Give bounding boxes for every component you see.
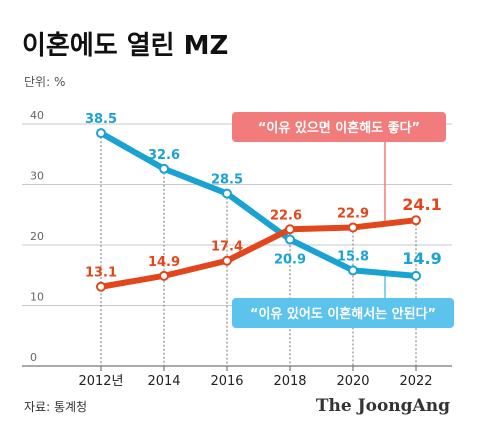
callout-red-label: “이유 있으면 이혼해도 좋다” xyxy=(258,120,420,136)
source-label: 자료: 통계청 xyxy=(24,400,87,414)
y-tick-label: 0 xyxy=(30,351,37,364)
series-line xyxy=(98,130,419,279)
data-label: 28.5 xyxy=(211,173,243,188)
y-tick-label: 20 xyxy=(30,230,44,243)
series-0 xyxy=(98,217,419,290)
x-tick-label: 2012년 xyxy=(78,374,123,389)
series: 38.5 32.6 28.5 20.9 15.8 14.9 13.1 14.9 17.4 22.6… xyxy=(85,112,442,292)
data-label: 32.6 xyxy=(148,148,180,163)
y-tick-label: 40 xyxy=(30,109,44,122)
data-label: 22.9 xyxy=(337,206,369,221)
drop-lines xyxy=(100,133,417,366)
data-point xyxy=(222,188,232,199)
unit-label: 단위: % xyxy=(24,75,65,89)
data-point xyxy=(411,270,421,281)
callout-red-box xyxy=(232,112,446,142)
data-label: 14.9 xyxy=(148,255,180,270)
x-tick-label: 2018 xyxy=(273,374,306,389)
data-point xyxy=(159,270,169,281)
data-point xyxy=(96,128,106,139)
x-axis-ticks: 2012년 2014 2016 2018 2020 2022 xyxy=(78,366,433,389)
series-markers-1: 38.5 32.6 28.5 20.9 15.8 14.9 xyxy=(85,112,442,281)
y-tick-label: 10 xyxy=(30,291,44,304)
x-tick-label: 2014 xyxy=(147,374,180,389)
y-axis-ticks: 0 10 20 30 40 xyxy=(30,109,44,364)
data-point xyxy=(222,255,232,266)
callout-blue-label: “이유 있어도 이혼해서는 안된다” xyxy=(250,306,436,322)
data-label: 13.1 xyxy=(85,266,117,281)
data-label: 20.9 xyxy=(274,253,306,268)
data-point xyxy=(411,215,421,226)
legend-callout-blue: “이유 있어도 이혼해서는 안된다” xyxy=(232,270,454,328)
data-point xyxy=(348,265,358,276)
chart-title: 이혼에도 열린 MZ xyxy=(22,31,228,61)
data-label: 38.5 xyxy=(85,112,117,127)
x-tick-label: 2022 xyxy=(399,374,432,389)
data-point xyxy=(159,163,169,174)
series-1 xyxy=(98,130,419,279)
data-point xyxy=(285,234,295,245)
series-markers-0: 13.1 14.9 17.4 22.6 22.9 24.1 xyxy=(85,195,442,292)
data-label: 14.9 xyxy=(402,249,441,268)
data-point xyxy=(285,224,295,235)
y-tick-label: 30 xyxy=(30,170,44,183)
data-label: 15.8 xyxy=(337,249,369,264)
data-label: 24.1 xyxy=(402,195,441,214)
data-label: 22.6 xyxy=(270,208,302,223)
x-tick-label: 2020 xyxy=(336,374,369,389)
data-label: 17.4 xyxy=(211,240,243,255)
series-line xyxy=(98,217,419,290)
callout-blue-box xyxy=(232,298,454,328)
x-tick-label: 2016 xyxy=(210,374,243,389)
logo: The JoongAng xyxy=(316,396,450,416)
legend-callout-red: “이유 있으면 이혼해도 좋다” xyxy=(232,112,446,226)
data-point xyxy=(348,222,358,233)
data-point xyxy=(96,281,106,292)
